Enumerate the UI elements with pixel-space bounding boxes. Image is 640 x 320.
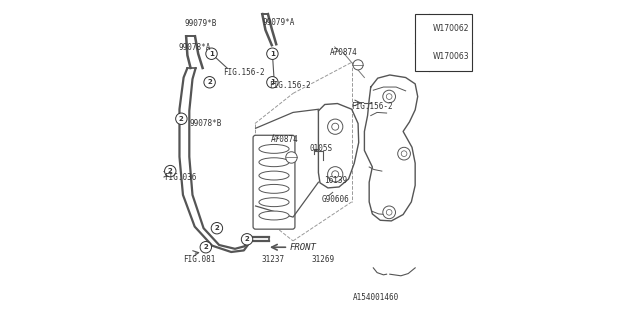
Text: FRONT: FRONT <box>290 243 317 252</box>
Text: 16139: 16139 <box>324 176 347 185</box>
Text: 2: 2 <box>214 225 220 231</box>
Circle shape <box>241 234 253 245</box>
FancyBboxPatch shape <box>253 135 295 229</box>
Text: 0105S: 0105S <box>310 144 333 153</box>
Text: 99078*A: 99078*A <box>179 43 211 52</box>
Text: 1: 1 <box>209 51 214 57</box>
Text: FIG.156-2: FIG.156-2 <box>269 81 311 90</box>
Circle shape <box>417 23 428 33</box>
Text: FIG.081: FIG.081 <box>183 255 215 264</box>
Circle shape <box>211 222 223 234</box>
Circle shape <box>387 210 392 215</box>
Text: 2: 2 <box>204 244 208 250</box>
Circle shape <box>397 147 410 160</box>
Text: A70874: A70874 <box>271 135 299 144</box>
Text: 2: 2 <box>179 116 184 122</box>
Circle shape <box>328 119 343 134</box>
Text: 31269: 31269 <box>311 255 334 264</box>
Text: 2: 2 <box>168 168 173 174</box>
Ellipse shape <box>259 198 289 207</box>
Circle shape <box>328 167 343 182</box>
Ellipse shape <box>259 144 289 153</box>
Text: W170062: W170062 <box>433 24 469 33</box>
Text: 2: 2 <box>420 54 424 60</box>
Circle shape <box>206 48 217 60</box>
Text: 99078*B: 99078*B <box>190 119 222 128</box>
Text: A70874: A70874 <box>330 48 357 57</box>
Text: A154001460: A154001460 <box>353 293 399 302</box>
Circle shape <box>401 151 407 156</box>
Text: 2: 2 <box>207 79 212 85</box>
Ellipse shape <box>259 211 289 220</box>
Circle shape <box>387 94 392 100</box>
Text: 99079*A: 99079*A <box>263 18 295 27</box>
Circle shape <box>332 171 339 178</box>
Text: 1: 1 <box>270 79 275 85</box>
Circle shape <box>175 113 187 124</box>
Circle shape <box>332 123 339 130</box>
Circle shape <box>267 48 278 60</box>
Text: 99079*B: 99079*B <box>184 19 216 28</box>
Circle shape <box>383 90 396 103</box>
Circle shape <box>285 152 297 163</box>
Text: G90606: G90606 <box>322 195 349 204</box>
Ellipse shape <box>259 158 289 167</box>
Text: 2: 2 <box>244 236 250 242</box>
FancyBboxPatch shape <box>415 14 472 71</box>
Text: 1: 1 <box>420 26 424 31</box>
Text: FIG.156-2: FIG.156-2 <box>351 101 393 111</box>
Text: FIG.156-2: FIG.156-2 <box>223 68 265 77</box>
Circle shape <box>383 206 396 219</box>
Text: 1: 1 <box>270 51 275 57</box>
Circle shape <box>353 60 363 70</box>
Circle shape <box>267 76 278 88</box>
Ellipse shape <box>259 171 289 180</box>
Circle shape <box>204 76 215 88</box>
Text: FIG.036: FIG.036 <box>164 173 197 182</box>
Text: W170063: W170063 <box>433 52 469 61</box>
Text: 31237: 31237 <box>261 255 284 264</box>
Circle shape <box>164 165 176 177</box>
Ellipse shape <box>259 184 289 193</box>
Circle shape <box>200 242 211 253</box>
Circle shape <box>417 52 428 62</box>
